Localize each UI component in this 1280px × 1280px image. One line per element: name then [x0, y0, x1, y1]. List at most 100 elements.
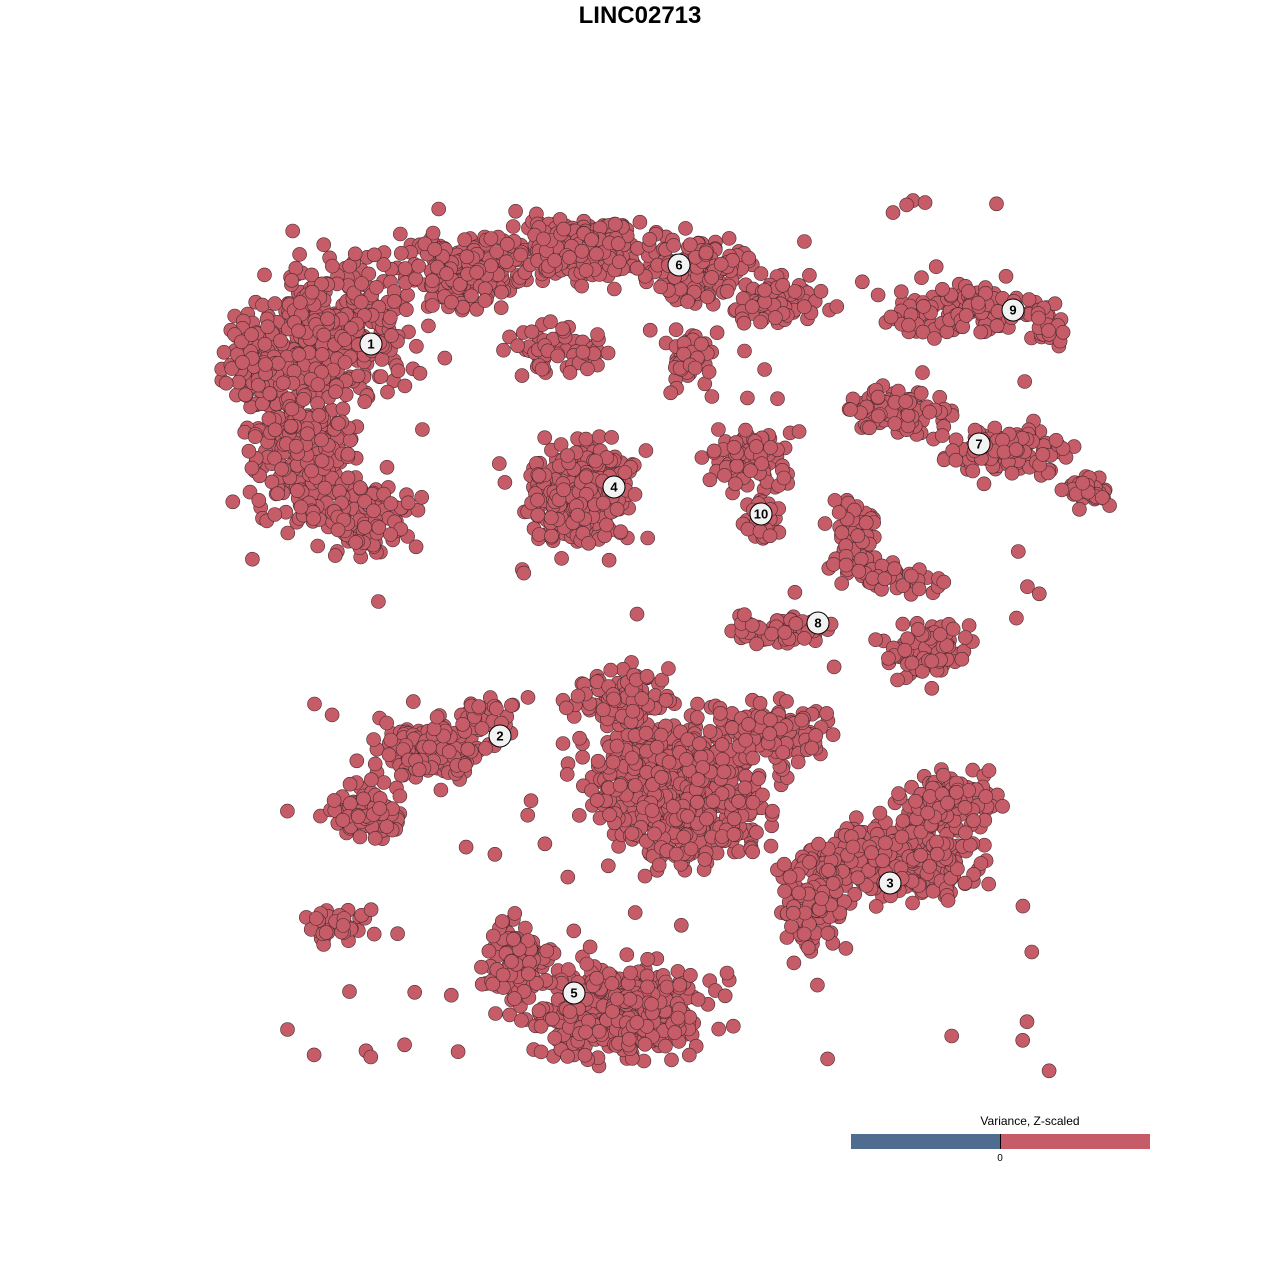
point — [610, 236, 626, 251]
point — [935, 281, 950, 297]
point — [744, 299, 760, 314]
point — [682, 237, 698, 252]
point — [337, 332, 353, 347]
point — [605, 754, 621, 770]
point — [819, 706, 835, 721]
point — [932, 627, 948, 642]
point — [550, 348, 566, 364]
point — [647, 826, 662, 842]
point — [741, 250, 757, 266]
point — [554, 551, 569, 566]
point — [914, 270, 929, 286]
point — [264, 474, 280, 490]
point — [791, 424, 807, 439]
point — [514, 368, 530, 383]
point — [562, 365, 578, 380]
point — [595, 495, 611, 511]
point — [904, 655, 920, 671]
point — [705, 793, 721, 809]
point — [1095, 490, 1110, 505]
point — [611, 254, 627, 270]
point — [547, 253, 563, 268]
point — [537, 430, 553, 446]
point — [400, 287, 415, 303]
point — [777, 625, 793, 640]
point — [457, 232, 472, 247]
point — [284, 272, 300, 288]
point — [225, 494, 241, 510]
point — [600, 858, 616, 874]
point — [267, 296, 283, 311]
point — [601, 552, 617, 568]
point — [342, 258, 358, 274]
point — [444, 294, 459, 310]
point — [850, 870, 866, 886]
point — [348, 535, 364, 550]
point — [935, 767, 951, 783]
point — [851, 563, 867, 579]
point — [1021, 292, 1037, 307]
point — [284, 401, 300, 417]
point — [559, 767, 575, 782]
point — [940, 795, 955, 811]
point — [241, 443, 257, 459]
point — [757, 282, 773, 298]
point — [1035, 447, 1051, 462]
point — [379, 819, 395, 834]
point — [340, 470, 356, 486]
point — [290, 483, 305, 498]
point — [578, 469, 594, 485]
point — [544, 528, 559, 544]
point — [244, 327, 259, 342]
point — [900, 407, 916, 423]
point — [283, 418, 299, 434]
point — [891, 786, 906, 801]
point — [267, 507, 283, 522]
point — [811, 836, 826, 852]
point — [726, 439, 742, 455]
point — [945, 621, 961, 637]
point — [961, 284, 976, 299]
point — [603, 662, 619, 678]
point — [903, 568, 919, 584]
point — [369, 280, 384, 295]
point — [845, 839, 861, 855]
point — [825, 876, 841, 891]
point — [709, 325, 725, 341]
point — [753, 314, 768, 330]
point — [310, 538, 326, 554]
point — [393, 246, 409, 261]
point — [644, 803, 660, 818]
point — [996, 444, 1012, 460]
point — [555, 321, 570, 337]
point — [716, 764, 732, 780]
point — [638, 443, 654, 458]
point — [247, 429, 263, 445]
point — [570, 507, 586, 523]
point — [820, 925, 836, 941]
point — [817, 516, 833, 531]
point — [715, 752, 730, 767]
point — [825, 727, 841, 743]
point — [575, 749, 590, 765]
point — [922, 789, 938, 804]
chart-title: LINC02713 — [578, 2, 702, 29]
point — [897, 642, 913, 658]
point — [357, 394, 373, 410]
point — [808, 728, 824, 743]
point — [712, 705, 728, 721]
point — [929, 846, 945, 862]
point — [510, 338, 525, 354]
point — [719, 283, 735, 299]
point — [726, 827, 742, 842]
point — [786, 955, 802, 971]
point — [768, 310, 783, 325]
point — [887, 416, 903, 431]
point — [335, 401, 351, 417]
point — [762, 726, 778, 742]
point — [957, 800, 973, 815]
point — [763, 838, 779, 854]
point — [704, 270, 720, 285]
point — [908, 793, 923, 809]
point — [668, 322, 684, 338]
